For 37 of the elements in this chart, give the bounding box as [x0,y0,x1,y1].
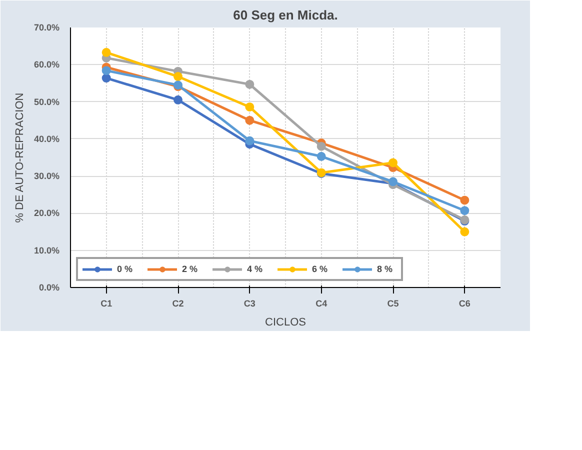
point [245,136,254,146]
y-tick-label: 50.0% [34,96,60,107]
point [174,72,182,82]
point [316,152,326,161]
x-tick-label: C4 [316,298,328,308]
point [245,102,254,112]
y-tick-label: 70.0% [34,22,60,32]
point [245,116,254,125]
y-tick-label: 10.0% [34,245,60,256]
y-tick-label: 60.0% [34,60,60,70]
x-tick-label: C6 [458,298,470,308]
point [316,142,326,151]
y-tick-label: 20.0% [34,208,60,218]
x-tick-label: C3 [244,298,256,308]
point [245,80,254,89]
chart-title: 60 Seg en Micda. [233,8,338,22]
x-tick-label: C2 [172,298,184,308]
legend-label: 0 % [117,263,134,275]
point [460,206,470,216]
legend-label: 8 % [377,263,394,275]
point [102,66,111,76]
y-tick-label: 30.0% [34,171,60,182]
point [174,95,182,104]
x-tick-label: C1 [100,298,112,308]
point [460,227,470,236]
point [102,74,111,83]
legend-label: 2 % [182,263,199,275]
y-axis-title: % DE AUTO-REPRACION [14,92,26,223]
point [388,158,398,168]
point [460,196,470,205]
y-tick-label: 40.0% [34,134,60,144]
legend-label: 4 % [247,263,264,275]
x-tick-label: C5 [387,298,399,308]
point [102,48,111,57]
legend-label: 6 % [312,263,329,275]
x-axis-title: CICLOS [265,316,306,328]
y-tick-label: 0.0% [38,282,60,292]
